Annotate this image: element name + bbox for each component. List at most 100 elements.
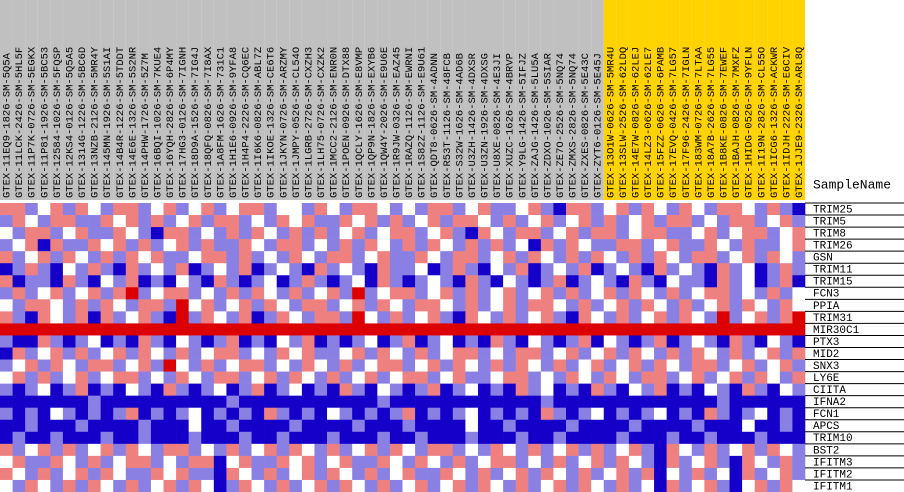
heatmap-cell bbox=[691, 227, 705, 240]
heatmap-cell bbox=[12, 467, 26, 481]
heatmap-cell bbox=[540, 275, 554, 288]
heatmap-cell bbox=[289, 215, 303, 228]
heatmap-cell bbox=[364, 371, 378, 384]
heatmap-cell bbox=[352, 299, 366, 312]
heatmap-cell bbox=[125, 299, 139, 312]
heatmap-cell bbox=[754, 455, 768, 469]
heatmap-cell bbox=[289, 455, 303, 469]
heatmap-cell bbox=[276, 335, 290, 348]
heatmap-cell bbox=[339, 359, 353, 372]
heatmap-cell bbox=[226, 419, 240, 433]
heatmap-cell bbox=[704, 203, 718, 216]
heatmap-cell bbox=[716, 395, 730, 409]
heatmap-cell bbox=[528, 275, 542, 288]
heatmap-cell bbox=[603, 263, 617, 276]
heatmap-cell bbox=[591, 455, 605, 469]
heatmap-cell bbox=[503, 227, 517, 240]
heatmap-cell bbox=[566, 383, 579, 396]
heatmap-cell bbox=[125, 455, 139, 469]
sample-label-bg bbox=[238, 0, 252, 200]
x-tick-label: GTEX-18QFQ-0826-SM-7I8AX bbox=[203, 46, 215, 198]
heatmap-cell bbox=[213, 431, 227, 445]
heatmap-cell bbox=[213, 383, 227, 396]
heatmap-cell bbox=[125, 335, 139, 348]
heatmap-cell bbox=[578, 263, 592, 276]
heatmap-cell bbox=[515, 239, 529, 252]
heatmap-cell bbox=[389, 299, 403, 312]
heatmap-cell bbox=[427, 203, 441, 216]
heatmap-cell bbox=[276, 383, 290, 396]
x-tick-label: GTEX-1RAZQ-1126-SM-EWRNI bbox=[404, 47, 416, 198]
heatmap-cell bbox=[125, 275, 139, 288]
heatmap-cell bbox=[176, 287, 189, 300]
heatmap-cell bbox=[264, 227, 278, 240]
heatmap-cell bbox=[490, 467, 504, 481]
heatmap-cell bbox=[75, 419, 89, 433]
heatmap-cell bbox=[666, 431, 680, 445]
heatmap-cell bbox=[528, 299, 542, 312]
heatmap-cell bbox=[389, 275, 403, 288]
heatmap-cell bbox=[339, 455, 353, 469]
heatmap-cell bbox=[226, 215, 240, 228]
heatmap-cell bbox=[251, 215, 265, 228]
heatmap-cell bbox=[88, 383, 101, 396]
heatmap-cell bbox=[138, 251, 152, 264]
heatmap-cell bbox=[226, 263, 240, 276]
heatmap-cell bbox=[628, 239, 642, 252]
heatmap-cell bbox=[25, 407, 39, 421]
heatmap-cell bbox=[150, 299, 164, 312]
heatmap-cell bbox=[540, 227, 554, 240]
heatmap-cell bbox=[440, 323, 454, 336]
heatmap-cell bbox=[352, 251, 366, 264]
heatmap-cell bbox=[566, 263, 579, 276]
sample-label-bg bbox=[415, 0, 428, 200]
heatmap-cell bbox=[792, 395, 806, 409]
heatmap-cell bbox=[779, 383, 793, 396]
heatmap-cell bbox=[654, 419, 667, 433]
heatmap-cell bbox=[477, 407, 491, 421]
heatmap-cell bbox=[150, 323, 164, 336]
x-tick-label: GTEX-ZE7O-2526-SM-5NQ74 bbox=[555, 53, 567, 198]
heatmap-cell bbox=[138, 263, 152, 276]
heatmap-cell bbox=[742, 239, 755, 252]
heatmap-cell bbox=[339, 299, 353, 312]
heatmap-cell bbox=[327, 407, 340, 421]
heatmap-cell bbox=[163, 287, 177, 300]
heatmap-cell bbox=[377, 311, 391, 324]
heatmap-cell bbox=[591, 299, 605, 312]
heatmap-cell bbox=[754, 443, 768, 457]
heatmap-cell bbox=[503, 287, 517, 300]
heatmap-cell bbox=[452, 215, 466, 228]
heatmap-cell bbox=[301, 299, 315, 312]
heatmap-cell bbox=[226, 239, 240, 252]
heatmap-cell bbox=[301, 275, 315, 288]
heatmap-cell bbox=[364, 251, 378, 264]
heatmap-cell bbox=[377, 359, 391, 372]
heatmap-cell bbox=[540, 479, 554, 492]
heatmap-cell bbox=[402, 263, 416, 276]
heatmap-cell bbox=[339, 479, 353, 492]
heatmap-cell bbox=[553, 287, 567, 300]
heatmap-cell bbox=[691, 443, 705, 457]
heatmap-cell bbox=[553, 407, 567, 421]
sample-label-bg bbox=[264, 0, 277, 200]
heatmap-cell bbox=[503, 395, 517, 409]
heatmap-cell bbox=[264, 479, 278, 492]
heatmap-cell bbox=[452, 299, 466, 312]
heatmap-cell bbox=[452, 359, 466, 372]
heatmap-cell bbox=[163, 203, 177, 216]
heatmap-cell bbox=[641, 455, 655, 469]
heatmap-cell bbox=[88, 203, 101, 216]
heatmap-cell bbox=[352, 263, 366, 276]
heatmap-cell bbox=[163, 431, 177, 445]
sample-label-bg bbox=[654, 0, 667, 200]
heatmap-cell bbox=[251, 311, 265, 324]
heatmap-cell bbox=[314, 431, 328, 445]
heatmap-cell bbox=[616, 203, 630, 216]
heatmap-cell bbox=[465, 311, 479, 324]
heatmap-cell bbox=[12, 275, 26, 288]
heatmap-cell bbox=[666, 455, 680, 469]
heatmap-cell bbox=[767, 251, 781, 264]
heatmap-cell bbox=[88, 275, 101, 288]
heatmap-cell bbox=[779, 443, 793, 457]
